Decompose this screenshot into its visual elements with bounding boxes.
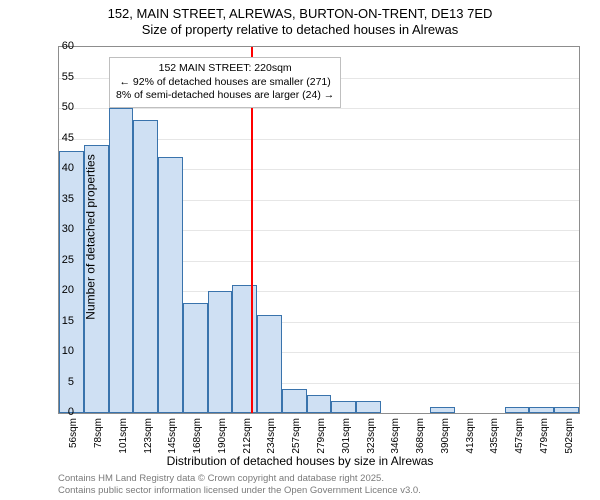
y-axis-label: Number of detached properties	[84, 154, 98, 319]
y-tick-label: 40	[62, 162, 74, 174]
y-tick-label: 10	[62, 345, 74, 357]
x-tick-label: 279sqm	[316, 418, 327, 454]
y-tick-label: 25	[62, 254, 74, 266]
histogram-bar	[331, 401, 356, 413]
footer-line-2: Contains public sector information licen…	[58, 485, 421, 496]
y-tick-label: 60	[62, 40, 74, 52]
x-tick-label: 101sqm	[118, 418, 129, 454]
histogram-bar	[183, 303, 208, 413]
chart-title: 152, MAIN STREET, ALREWAS, BURTON-ON-TRE…	[0, 0, 600, 39]
histogram-bar	[257, 315, 282, 413]
x-tick-label: 413sqm	[465, 418, 476, 454]
x-tick-label: 145sqm	[167, 418, 178, 454]
histogram-bar	[529, 407, 554, 413]
x-tick-label: 257sqm	[291, 418, 302, 454]
footer-attribution: Contains HM Land Registry data © Crown c…	[58, 473, 421, 496]
footer-line-1: Contains HM Land Registry data © Crown c…	[58, 473, 421, 484]
y-tick-label: 15	[62, 315, 74, 327]
y-tick-label: 50	[62, 101, 74, 113]
x-tick-label: 212sqm	[242, 418, 253, 454]
x-tick-label: 368sqm	[415, 418, 426, 454]
histogram-bar	[505, 407, 530, 413]
x-tick-label: 168sqm	[192, 418, 203, 454]
annotation-line-3: 8% of semi-detached houses are larger (2…	[116, 89, 334, 103]
histogram-bar	[430, 407, 455, 413]
x-tick-label: 78sqm	[93, 418, 104, 448]
y-tick-label: 35	[62, 193, 74, 205]
x-tick-label: 234sqm	[266, 418, 277, 454]
gridline	[59, 108, 579, 109]
histogram-bar	[232, 285, 257, 413]
histogram-bar	[59, 151, 84, 413]
histogram-bar	[208, 291, 233, 413]
y-tick-label: 55	[62, 71, 74, 83]
histogram-bar	[356, 401, 381, 413]
annotation-box: 152 MAIN STREET: 220sqm ← 92% of detache…	[109, 57, 341, 108]
chart-container: 152, MAIN STREET, ALREWAS, BURTON-ON-TRE…	[0, 0, 600, 500]
histogram-bar	[307, 395, 332, 413]
histogram-bar	[109, 108, 134, 413]
annotation-line-2: ← 92% of detached houses are smaller (27…	[116, 76, 334, 90]
x-tick-label: 123sqm	[143, 418, 154, 454]
y-tick-label: 5	[68, 376, 74, 388]
x-tick-label: 190sqm	[217, 418, 228, 454]
y-tick-label: 45	[62, 132, 74, 144]
x-tick-label: 479sqm	[539, 418, 550, 454]
title-line-1: 152, MAIN STREET, ALREWAS, BURTON-ON-TRE…	[0, 6, 600, 22]
x-tick-label: 457sqm	[514, 418, 525, 454]
y-tick-label: 30	[62, 223, 74, 235]
y-tick-label: 0	[68, 406, 74, 418]
histogram-bar	[282, 389, 307, 413]
annotation-line-1: 152 MAIN STREET: 220sqm	[116, 62, 334, 76]
x-tick-label: 435sqm	[489, 418, 500, 454]
x-tick-label: 390sqm	[440, 418, 451, 454]
histogram-bar	[133, 120, 158, 413]
title-line-2: Size of property relative to detached ho…	[0, 22, 600, 38]
plot-area: 152 MAIN STREET: 220sqm ← 92% of detache…	[58, 46, 580, 414]
histogram-bar	[554, 407, 579, 413]
x-tick-label: 502sqm	[564, 418, 575, 454]
x-tick-label: 323sqm	[366, 418, 377, 454]
x-tick-label: 346sqm	[390, 418, 401, 454]
histogram-bar	[158, 157, 183, 413]
x-tick-label: 301sqm	[341, 418, 352, 454]
x-axis-label: Distribution of detached houses by size …	[0, 454, 600, 468]
y-tick-label: 20	[62, 284, 74, 296]
x-tick-label: 56sqm	[68, 418, 79, 448]
